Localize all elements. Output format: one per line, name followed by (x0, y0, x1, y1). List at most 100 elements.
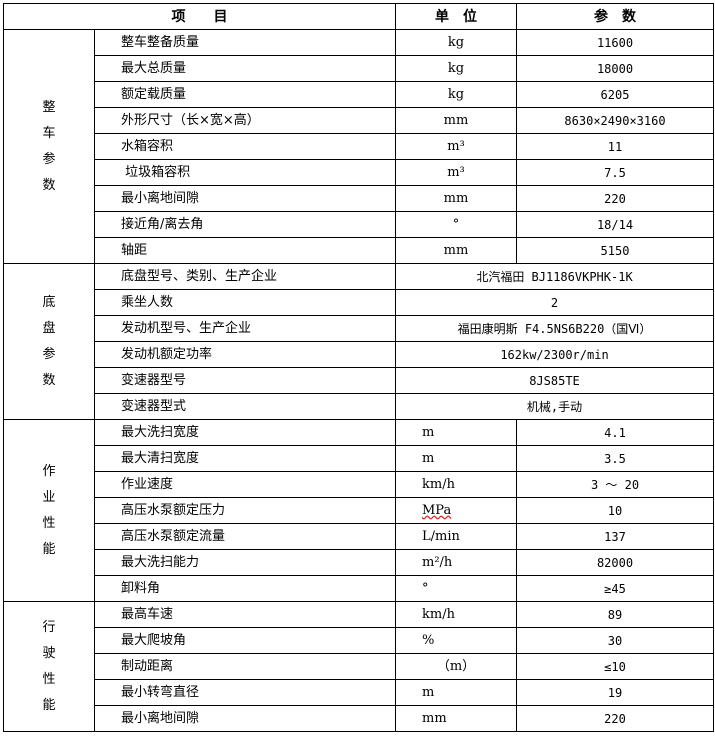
table-row: 最小离地间隙 mm 220 (4, 185, 714, 212)
unit-text: mm (443, 242, 469, 258)
value-cell: 福田康明斯 F4.5NS6B220（国Ⅵ） (395, 315, 714, 342)
value-cell: 30 (516, 627, 714, 654)
section-label: 作业性能 (3, 419, 95, 602)
value-cell: 10 (516, 497, 714, 524)
unit-cell: L/min (395, 523, 517, 550)
value-cell: 82000 (516, 549, 714, 576)
header-param: 参 数 (516, 3, 714, 30)
value-cell: 137 (516, 523, 714, 550)
value-cell: 11 (516, 133, 714, 160)
unit-cell: m (395, 419, 517, 446)
table-row: 变速器型式 机械,手动 (4, 393, 714, 420)
unit-cell: km/h (395, 601, 517, 628)
table-row: 底盘参数 底盘型号、类别、生产企业 北汽福田 BJ1186VKPHK-1K (3, 263, 714, 420)
unit-cell: m²/h (395, 549, 517, 576)
item-name: 发动机额定功率 (94, 341, 396, 368)
unit-cell: MPa (395, 497, 517, 524)
section-label-text: 整车参数 (42, 99, 56, 193)
table-row: 最小转弯直径 m 19 (4, 679, 714, 706)
unit-cell: mm (395, 185, 517, 212)
value-cell: 8JS85TE (395, 367, 714, 394)
item-name: 高压水泵额定压力 (94, 497, 396, 524)
item-name: 水箱容积 (94, 133, 396, 160)
table-row: 额定载质量 kg 6205 (4, 81, 714, 108)
table-row: 垃圾箱容积 m³ 7.5 (4, 159, 714, 186)
unit-text: km/h (422, 476, 455, 492)
table-row: 乘坐人数 2 (4, 289, 714, 316)
table-row: 最大洗扫能力 m²/h 82000 (4, 549, 714, 576)
unit-text: mm (443, 112, 469, 128)
unit-cell: ° (395, 211, 517, 238)
unit-text: kg (447, 34, 465, 50)
unit-cell: km/h (395, 471, 517, 498)
value-cell: 220 (516, 705, 714, 732)
table-row: 外形尺寸（长×宽×高） mm 8630×2490×3160 (4, 107, 714, 134)
item-name: 作业速度 (94, 471, 396, 498)
value-cell: 北汽福田 BJ1186VKPHK-1K (395, 263, 714, 290)
value-cell: 8630×2490×3160 (516, 107, 714, 134)
table-row: 作业速度 km/h 3 ～ 20 (4, 471, 714, 498)
unit-text: m³ (447, 138, 465, 154)
value-cell: 89 (516, 601, 714, 628)
unit-text: L/min (422, 528, 460, 544)
unit-text: mm (443, 190, 469, 206)
value-cell: 4.1 (516, 419, 714, 446)
table-row: 接近角/离去角 ° 18/14 (4, 211, 714, 238)
header-row: 项 目 单 位 参 数 (3, 3, 714, 30)
value-cell: 19 (516, 679, 714, 706)
table-row: 轴距 mm 5150 (4, 237, 714, 264)
value-cell: 2 (395, 289, 714, 316)
value-cell: 6205 (516, 81, 714, 108)
value-cell: ≤10 (516, 653, 714, 680)
item-name: 最高车速 (94, 601, 396, 628)
unit-text: ° (422, 580, 429, 596)
value-cell: 5150 (516, 237, 714, 264)
table-row: 变速器型号 8JS85TE (4, 367, 714, 394)
unit-cell: m (395, 445, 517, 472)
header-item: 项 目 (3, 3, 396, 30)
spec-table: 项 目 单 位 参 数 整车参数 整车整备质量 kg 11600 最大总质量 kg 1800… (3, 3, 714, 732)
unit-cell: m³ (395, 159, 517, 186)
item-name: 底盘型号、类别、生产企业 (94, 263, 396, 290)
table-row: 高压水泵额定压力 MPa 10 (4, 497, 714, 524)
item-name: 最小离地间隙 (94, 705, 396, 732)
table-row: 最大清扫宽度 m 3.5 (4, 445, 714, 472)
item-name: 变速器型号 (94, 367, 396, 394)
value-cell: 7.5 (516, 159, 714, 186)
table-row: 最小离地间隙 mm 220 (4, 705, 714, 732)
unit-cell: ° (395, 575, 517, 602)
unit-text: m³ (447, 164, 465, 180)
table-row: 作业性能 最大洗扫宽度 m 4.1 (3, 419, 714, 602)
section-label: 底盘参数 (3, 263, 95, 420)
unit-text: m²/h (422, 554, 453, 570)
table-row: 高压水泵额定流量 L/min 137 (4, 523, 714, 550)
table-row: 卸料角 ° ≥45 (4, 575, 714, 602)
value-cell: 18/14 (516, 211, 714, 238)
value-cell: 11600 (516, 29, 714, 56)
table-row: 发动机型号、生产企业 福田康明斯 F4.5NS6B220（国Ⅵ） (4, 315, 714, 342)
item-name: 最大清扫宽度 (94, 445, 396, 472)
unit-text: ° (452, 216, 460, 232)
value-cell: 220 (516, 185, 714, 212)
unit-cell: % (395, 627, 517, 654)
unit-text: （m） (436, 658, 476, 674)
unit-cell: mm (395, 107, 517, 134)
item-name: 发动机型号、生产企业 (94, 315, 396, 342)
section-label-text: 行驶性能 (42, 619, 56, 713)
table-row: 最大总质量 kg 18000 (4, 55, 714, 82)
item-name: 卸料角 (94, 575, 396, 602)
value-cell: ≥45 (516, 575, 714, 602)
unit-text: km/h (422, 606, 455, 622)
unit-cell: kg (395, 81, 517, 108)
item-name: 接近角/离去角 (94, 211, 396, 238)
item-name: 最大总质量 (94, 55, 396, 82)
item-name: 外形尺寸（长×宽×高） (94, 107, 396, 134)
unit-text: kg (447, 86, 465, 102)
table-row: 制动距离 （m） ≤10 (4, 653, 714, 680)
section-label: 行驶性能 (3, 601, 95, 732)
item-name: 最大洗扫宽度 (94, 419, 396, 446)
table-row: 水箱容积 m³ 11 (4, 133, 714, 160)
unit-text: m (422, 684, 435, 700)
unit-cell: m³ (395, 133, 517, 160)
section-label: 整车参数 (3, 29, 95, 264)
